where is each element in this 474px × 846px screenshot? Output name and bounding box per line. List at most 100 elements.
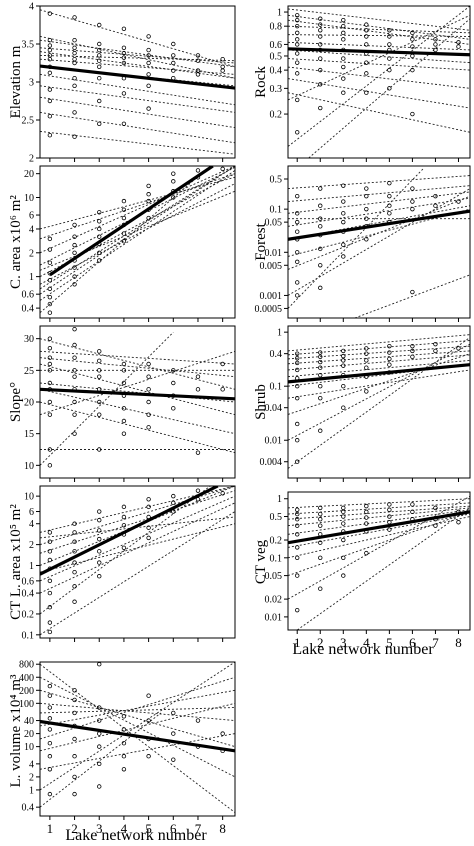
data-point [318,555,323,561]
dotted-group-line [288,498,470,509]
x-tick-label: 1 [47,821,54,836]
y-tick-label: 1 [29,785,34,796]
data-point [47,716,53,721]
data-point [341,505,346,511]
data-point [97,718,102,723]
plot-area [288,6,470,158]
dotted-group-line [40,662,235,791]
dotted-group-line [288,167,425,309]
x-tick-label: 2 [317,635,324,650]
data-point [146,34,151,39]
data-point [295,97,300,103]
dotted-group-line [40,707,235,714]
data-point [195,450,201,455]
dotted-group-line [288,188,470,296]
y-tick-label: 1 [277,494,282,505]
data-point [456,346,461,351]
data-point [146,525,151,530]
data-point [364,60,369,65]
data-point [433,203,438,208]
dotted-group-line [288,337,470,469]
data-point [295,573,300,578]
dotted-group-line [40,401,235,454]
dotted-group-line [288,516,470,559]
data-point [72,15,77,20]
dotted-group-line [288,334,470,352]
data-point [387,507,392,512]
y-tick-label: 4 [29,2,34,13]
data-point [146,754,151,759]
dotted-group-line [288,369,470,399]
ylabel-ct-veg: CT veg [253,539,269,584]
y-tick-label: 0.6 [22,576,35,587]
y-tick-label: 200 [19,686,34,697]
data-point [410,67,415,73]
dotted-group-line [288,507,470,527]
data-point [146,192,151,197]
data-point [171,380,176,386]
data-point [146,425,151,430]
data-point [410,30,415,36]
y-tick-label: 0.4 [270,349,283,360]
data-point [318,28,323,33]
data-point [72,530,77,535]
dotted-group-line [288,49,470,64]
data-point [295,23,300,29]
data-point [47,740,53,746]
data-point [47,355,53,360]
data-point [318,224,323,229]
data-point [220,166,225,172]
dotted-group-line [40,511,235,636]
data-point [47,87,53,92]
panel-frame [39,325,236,479]
data-point [47,380,53,386]
data-point [72,754,77,759]
xlabel-left-column: Lake network number [65,827,207,844]
dotted-group-line [288,502,470,515]
y-tick-label: 0.6 [22,290,35,301]
dotted-group-line [288,197,470,227]
data-point [318,523,323,528]
y-tick-label: 1 [29,561,34,572]
data-point [97,528,102,533]
dotted-group-line [40,490,235,554]
data-point [146,72,151,77]
data-point [295,193,300,199]
y-tick-label: 400 [19,673,34,684]
data-point [146,198,151,204]
data-point [47,539,53,544]
data-point [121,727,127,732]
y-tick-label: 2 [29,248,34,259]
panel-catchment-area: 0.4 0.6 1 2 4 6 10 20 [22,165,236,322]
data-point [456,40,461,45]
dotted-group-line [288,78,470,109]
data-point [47,38,53,43]
dotted-group-line [288,8,470,31]
data-point [72,242,77,248]
data-point [72,222,77,228]
y-tick-label: 0.1 [270,205,283,216]
data-point [295,367,300,373]
y-tick-label: 6 [29,507,34,518]
data-point [295,71,300,76]
data-point [146,183,151,189]
data-point [318,216,323,221]
dotted-group-line [40,9,235,68]
data-point [295,351,300,356]
data-point [47,693,53,698]
fit-line [48,166,214,277]
data-point [121,215,127,221]
data-point [72,774,77,780]
dotted-group-line [288,25,470,34]
dotted-group-line [40,96,235,129]
data-point [72,342,77,348]
data-point [47,578,53,584]
data-point [121,380,127,386]
data-point [295,293,300,298]
data-point [72,431,77,436]
dotted-group-line [40,73,235,106]
data-point [72,791,77,797]
x-tick-label: 8 [455,635,462,650]
data-point [97,47,102,53]
data-point [47,727,53,732]
